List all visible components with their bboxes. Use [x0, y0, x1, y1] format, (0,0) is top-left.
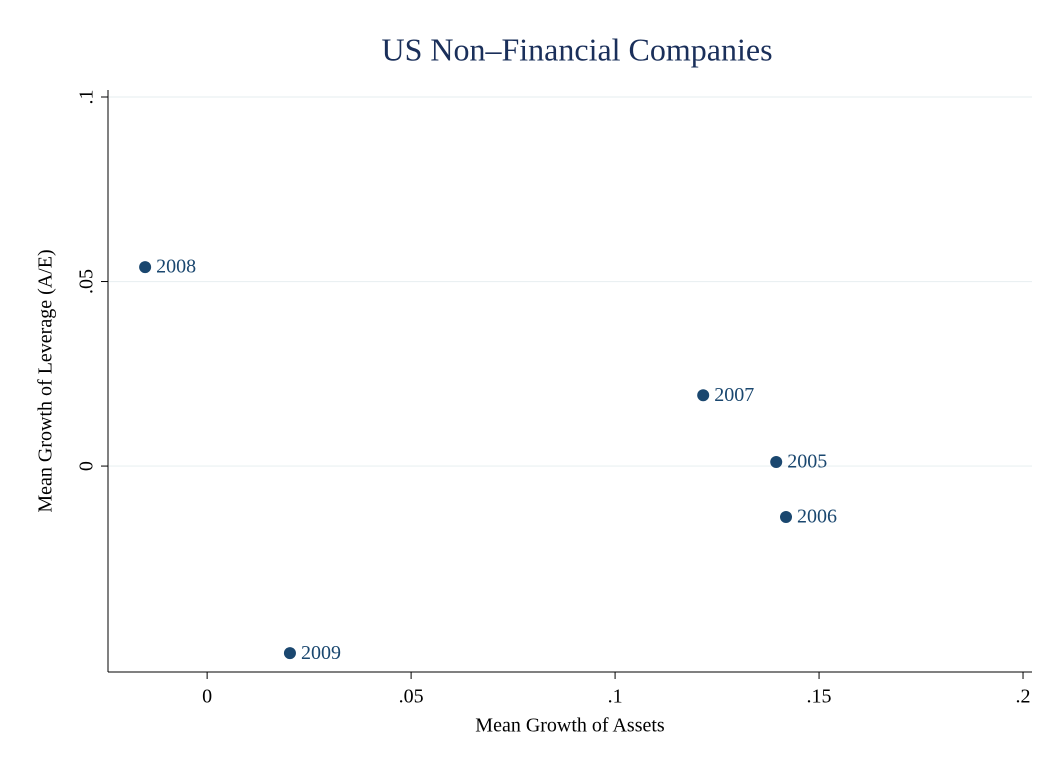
- point-label: 2006: [797, 506, 837, 528]
- point-label: 2005: [787, 451, 827, 473]
- x-tick-label: .1: [608, 686, 623, 708]
- y-tick-label: .05: [76, 269, 98, 294]
- x-tick-label: .15: [807, 686, 832, 708]
- x-axis-label: Mean Growth of Assets: [475, 715, 665, 737]
- point: [770, 456, 783, 469]
- chart-title: US Non–Financial Companies: [381, 31, 772, 67]
- point: [283, 647, 296, 660]
- point-label: 2008: [156, 256, 196, 278]
- point: [697, 389, 710, 402]
- y-tick-label: .1: [76, 90, 98, 105]
- point: [780, 510, 793, 523]
- x-tick-label: .05: [399, 686, 424, 708]
- point-label: 2007: [714, 384, 754, 406]
- point: [139, 261, 152, 274]
- point-label: 2009: [301, 642, 341, 664]
- x-tick-label: 0: [202, 686, 212, 708]
- y-tick-label: 0: [76, 461, 98, 471]
- x-tick-label: .2: [1016, 686, 1031, 708]
- y-axis-label: Mean Growth of Leverage (A/E): [35, 249, 57, 512]
